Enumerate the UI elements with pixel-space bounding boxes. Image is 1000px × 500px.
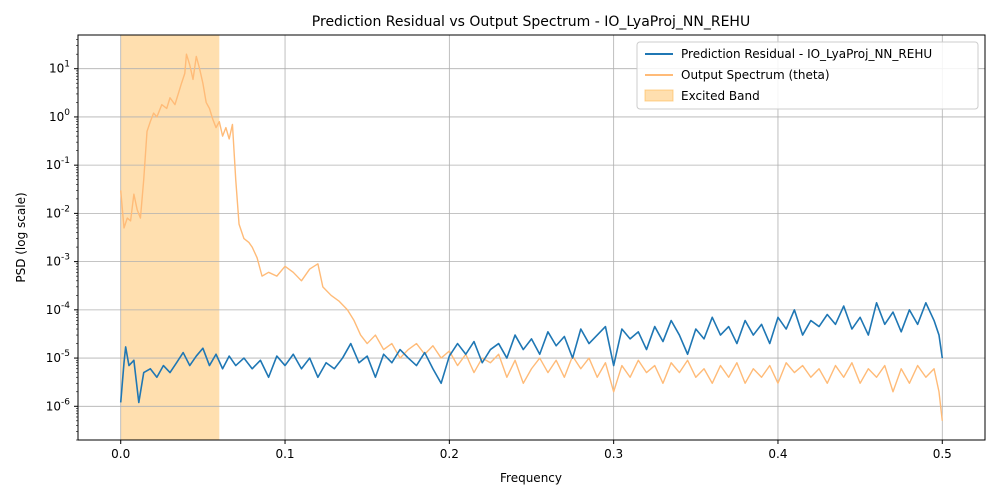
legend-label-output: Output Spectrum (theta): [681, 68, 830, 82]
series-line-residual: [119, 301, 944, 404]
y-tick-label: 10-6: [46, 397, 71, 413]
y-tick-label: 100: [49, 108, 70, 124]
y-tick-label: 10-4: [46, 301, 71, 317]
y-tick-label: 101: [49, 60, 70, 76]
series-line-output-spectrum: [120, 53, 943, 421]
y-tick-label: 10-2: [46, 204, 70, 220]
y-tick-label: 10-3: [46, 253, 70, 269]
x-tick-label: 0.5: [933, 447, 952, 461]
x-tick-label: 0.1: [275, 447, 294, 461]
ticks: 0.0 0.1 0.2 0.3 0.4 0.5 10-6 10-5 10-4 10-3 10-2 10…: [46, 39, 952, 461]
legend-box: [636, 41, 979, 110]
x-tick-label: 0.0: [111, 447, 130, 461]
legend-swatch-band: [644, 89, 674, 102]
chart-title: Prediction Residual vs Output Spectrum -…: [312, 14, 750, 30]
x-axis-label: Frequency: [500, 471, 562, 485]
legend: Prediction Residual - IO_LyaProj_NN_REHU…: [636, 41, 979, 110]
legend-label-band: Excited Band: [681, 89, 760, 103]
series-layer: [119, 53, 944, 421]
plot-frame: [77, 34, 986, 441]
legend-label-residual: Prediction Residual - IO_LyaProj_NN_REHU: [681, 47, 932, 61]
x-tick-label: 0.3: [604, 447, 623, 461]
y-tick-label: 10-5: [46, 349, 70, 365]
x-tick-label: 0.4: [768, 447, 787, 461]
y-axis-label: PSD (log scale): [14, 192, 28, 282]
y-tick-label: 10-1: [46, 156, 70, 172]
x-tick-label: 0.2: [440, 447, 459, 461]
